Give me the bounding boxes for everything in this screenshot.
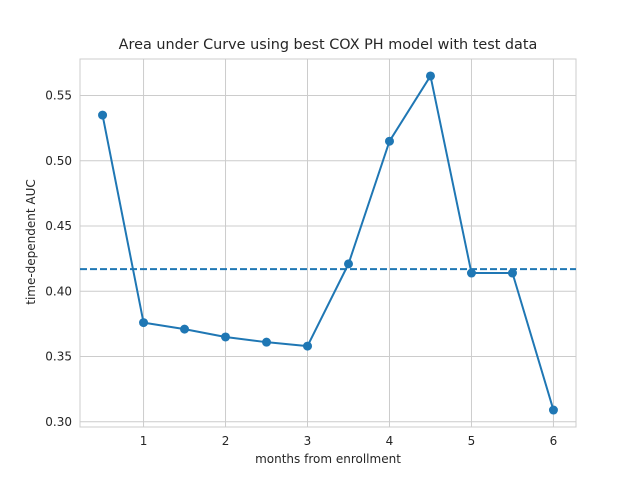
data-point [425,71,435,81]
data-point [548,405,558,415]
y-tick-label: 0.35 [45,350,72,364]
x-tick-label: 3 [304,434,312,448]
x-tick-label: 5 [468,434,476,448]
x-grid-lines [143,59,554,427]
y-tick-label: 0.55 [45,89,72,103]
data-point [262,337,272,347]
x-tick-label: 1 [140,434,148,448]
y-tick-label: 0.45 [45,219,72,233]
x-tick-label: 4 [386,434,394,448]
chart-title: Area under Curve using best COX PH model… [119,37,538,53]
data-point [384,136,394,146]
y-axis-label: time-dependent AUC [24,179,38,305]
x-axis-label: months from enrollment [255,452,401,466]
data-point [98,110,108,120]
data-point [466,268,476,278]
y-grid-lines [80,95,576,423]
y-tick-labels: 0.30 0.35 0.40 0.45 0.50 0.55 [45,89,72,429]
y-tick-label: 0.50 [45,154,72,168]
data-point [221,332,231,342]
data-point [303,341,313,351]
x-tick-label: 6 [550,434,558,448]
data-point [507,268,517,278]
plot-area-frame [79,58,577,428]
data-point [180,324,190,334]
data-point [139,318,149,328]
y-tick-label: 0.30 [45,415,72,429]
x-tick-label: 2 [222,434,230,448]
data-point [343,259,353,269]
y-tick-label: 0.40 [45,284,72,298]
series-line [101,74,555,411]
series-group [98,71,558,415]
x-tick-labels: 1 2 3 4 5 6 [140,434,558,448]
